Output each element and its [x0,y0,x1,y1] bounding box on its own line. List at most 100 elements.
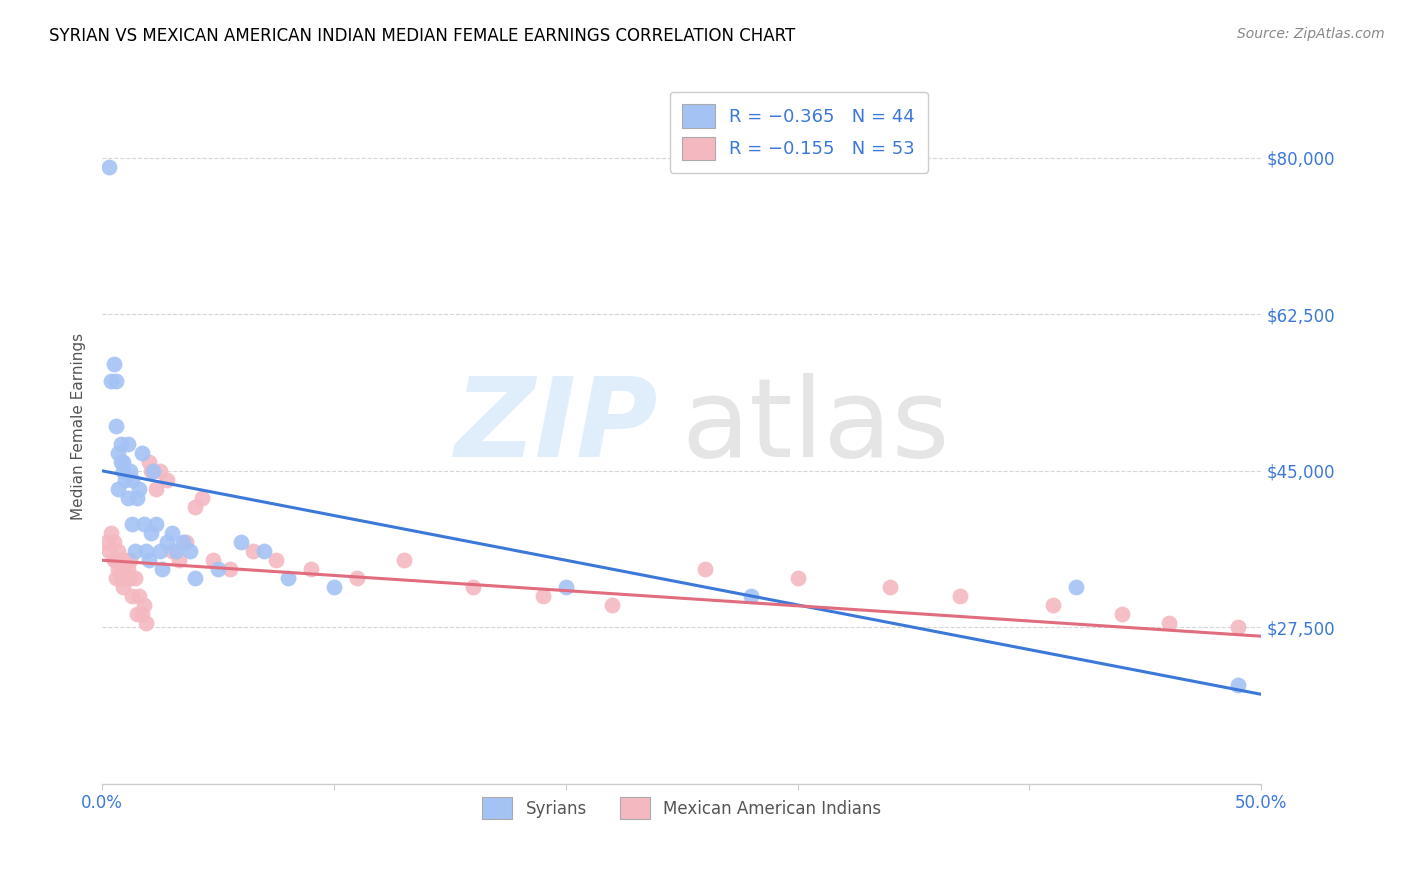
Point [693,562,716,576]
Point [124,544,146,558]
Point [131,446,153,460]
Point [138,455,160,469]
Point [1042,598,1064,612]
Point [184,500,207,514]
Point [277,571,299,585]
Point [103,535,125,549]
Point [346,571,368,585]
Point [142,464,165,478]
Point [392,553,415,567]
Point [139,526,162,541]
Point [105,375,128,389]
Point [1064,580,1087,594]
Point [461,580,484,594]
Point [218,562,240,576]
Point [110,437,132,451]
Point [253,544,276,558]
Point [167,553,190,567]
Point [100,526,122,541]
Point [160,544,183,558]
Point [103,357,125,371]
Point [179,544,201,558]
Point [98,160,121,174]
Point [165,544,187,558]
Point [1157,615,1180,630]
Point [131,607,153,621]
Point [135,615,157,630]
Point [107,482,129,496]
Point [145,517,167,532]
Point [740,589,762,603]
Point [184,571,207,585]
Point [207,562,229,576]
Point [1227,620,1250,634]
Point [149,544,172,558]
Point [786,571,808,585]
Point [112,464,135,478]
Point [105,419,128,434]
Point [114,473,136,487]
Point [128,482,150,496]
Point [110,455,132,469]
Point [231,535,253,549]
Point [949,589,972,603]
Point [96,535,118,549]
Point [121,517,143,532]
Point [112,455,135,469]
Text: SYRIAN VS MEXICAN AMERICAN INDIAN MEDIAN FEMALE EARNINGS CORRELATION CHART: SYRIAN VS MEXICAN AMERICAN INDIAN MEDIAN… [49,27,796,45]
Point [191,491,214,505]
Point [110,553,132,567]
Point [117,491,139,505]
Point [114,553,136,567]
Point [125,607,148,621]
Point [139,464,162,478]
Point [156,535,179,549]
Point [107,544,129,558]
Point [174,535,197,549]
Point [98,544,121,558]
Text: ZIP: ZIP [456,373,658,480]
Point [264,553,287,567]
Point [107,446,129,460]
Point [121,589,143,603]
Point [118,571,141,585]
Point [124,571,146,585]
Text: Source: ZipAtlas.com: Source: ZipAtlas.com [1237,27,1385,41]
Point [132,598,155,612]
Point [531,589,554,603]
Point [1111,607,1133,621]
Point [554,580,576,594]
Point [117,437,139,451]
Point [172,535,194,549]
Point [202,553,225,567]
Point [105,571,128,585]
Point [110,571,132,585]
Point [242,544,264,558]
Point [132,517,155,532]
Point [600,598,623,612]
Point [152,562,174,576]
Point [117,562,139,576]
Point [323,580,346,594]
Point [100,375,122,389]
Point [125,491,148,505]
Point [107,562,129,576]
Point [118,553,141,567]
Point [128,589,150,603]
Point [138,553,160,567]
Point [112,562,135,576]
Point [149,464,172,478]
Point [114,571,136,585]
Point [145,482,167,496]
Point [135,544,157,558]
Text: atlas: atlas [682,373,950,480]
Point [156,473,179,487]
Point [118,464,141,478]
Point [160,526,183,541]
Point [879,580,901,594]
Legend: Syrians, Mexican American Indians: Syrians, Mexican American Indians [475,790,889,825]
Point [299,562,322,576]
Point [105,553,128,567]
Point [112,580,135,594]
Y-axis label: Median Female Earnings: Median Female Earnings [72,333,86,520]
